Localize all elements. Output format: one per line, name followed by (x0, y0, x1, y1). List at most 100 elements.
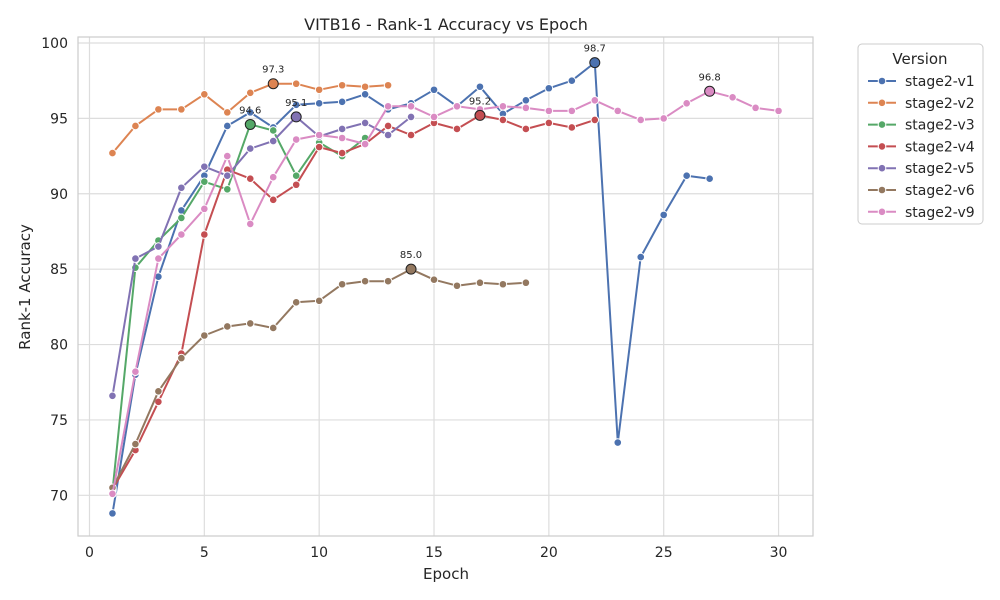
data-point (337, 148, 347, 158)
data-point (268, 126, 278, 135)
data-point (154, 254, 163, 263)
x-tick-label: 25 (655, 545, 673, 561)
data-point (131, 439, 140, 449)
data-point (521, 278, 531, 288)
data-point (429, 275, 439, 285)
data-point (590, 96, 600, 105)
data-point (406, 112, 416, 122)
legend-label: stage2-v3 (905, 118, 975, 134)
series-stage2-v9 (108, 86, 783, 499)
data-point (452, 281, 462, 291)
data-point (383, 121, 393, 131)
legend-swatch-marker (877, 142, 887, 151)
data-point (774, 106, 783, 116)
data-point (245, 144, 255, 153)
legend-swatch-marker (877, 120, 887, 129)
best-point-marker (589, 57, 601, 69)
legend-swatch-marker (877, 98, 887, 108)
series-line (111, 90, 779, 494)
y-tick-label: 75 (50, 413, 68, 429)
y-tick-label: 85 (50, 262, 68, 278)
legend-item: stage2-v6 (868, 183, 975, 199)
y-tick-label: 80 (50, 338, 68, 354)
data-point (200, 177, 209, 187)
data-point (314, 296, 324, 306)
data-point (728, 93, 737, 102)
best-point-marker (704, 85, 716, 97)
data-point (475, 82, 485, 92)
data-point (544, 83, 554, 93)
legend-label: stage2-v2 (905, 96, 975, 112)
plot-frame (77, 36, 814, 537)
legend-label: stage2-v9 (905, 205, 975, 221)
x-tick-label: 5 (200, 545, 209, 561)
data-point (245, 88, 255, 98)
chart-title: VITB16 - Rank-1 Accuracy vs Epoch (304, 15, 588, 34)
data-point (291, 171, 301, 180)
data-point (131, 121, 140, 131)
best-point-label: 95.2 (469, 96, 491, 107)
data-point (337, 80, 347, 90)
data-point (337, 133, 347, 143)
data-point (406, 130, 416, 140)
best-point-marker (405, 263, 417, 275)
data-point (108, 509, 117, 518)
data-point (268, 172, 278, 182)
data-point (544, 118, 554, 128)
data-point (200, 230, 209, 239)
data-point (636, 115, 646, 125)
legend-swatch-marker (877, 207, 887, 217)
legend-frame (857, 43, 984, 225)
data-point (521, 96, 531, 105)
best-point-marker (474, 109, 486, 121)
data-point (498, 279, 508, 289)
data-point (314, 130, 324, 140)
legend-swatch-marker (877, 76, 887, 86)
series-stage2-v1 (108, 58, 714, 518)
legend-label: stage2-v5 (905, 161, 975, 177)
data-point (659, 114, 669, 123)
data-point (131, 367, 140, 376)
best-point-label: 85.0 (400, 250, 422, 261)
series-stage2-v6 (108, 264, 531, 493)
y-axis-label: Rank-1 Accuracy (16, 224, 34, 350)
data-point (245, 174, 255, 184)
legend-label: stage2-v6 (905, 183, 975, 199)
data-point (521, 124, 531, 134)
data-point (222, 322, 232, 331)
data-point (636, 252, 646, 262)
data-point (177, 105, 186, 114)
data-point (314, 85, 324, 95)
best-point-marker (244, 118, 256, 130)
legend-swatch-marker (877, 163, 887, 173)
data-point (659, 210, 669, 220)
x-tick-label: 0 (85, 545, 94, 561)
series-line (111, 114, 596, 490)
data-point (360, 139, 370, 149)
data-point (108, 148, 117, 158)
data-point (383, 102, 393, 111)
legend-label: stage2-v1 (905, 74, 975, 90)
data-point (108, 489, 117, 499)
data-point (705, 174, 714, 184)
data-point (200, 204, 209, 214)
data-point (222, 171, 232, 180)
y-tick-label: 95 (50, 111, 68, 127)
x-axis-label: Epoch (423, 565, 469, 583)
legend-item: stage2-v9 (868, 205, 975, 221)
data-point (475, 278, 485, 288)
data-point (245, 108, 255, 117)
data-point (268, 195, 278, 205)
data-point (360, 276, 370, 286)
data-point (682, 171, 691, 180)
legend-label: stage2-v4 (905, 139, 975, 155)
legend-items: stage2-v1 stage2-v2 stage2-v3 stage2-v4 stag… (868, 74, 975, 221)
x-tick-label: 15 (425, 545, 443, 561)
data-point (131, 254, 140, 263)
data-point (567, 76, 577, 86)
data-point (613, 106, 623, 116)
data-point (154, 105, 163, 114)
y-tick-label: 90 (50, 187, 68, 203)
data-point (177, 230, 186, 239)
